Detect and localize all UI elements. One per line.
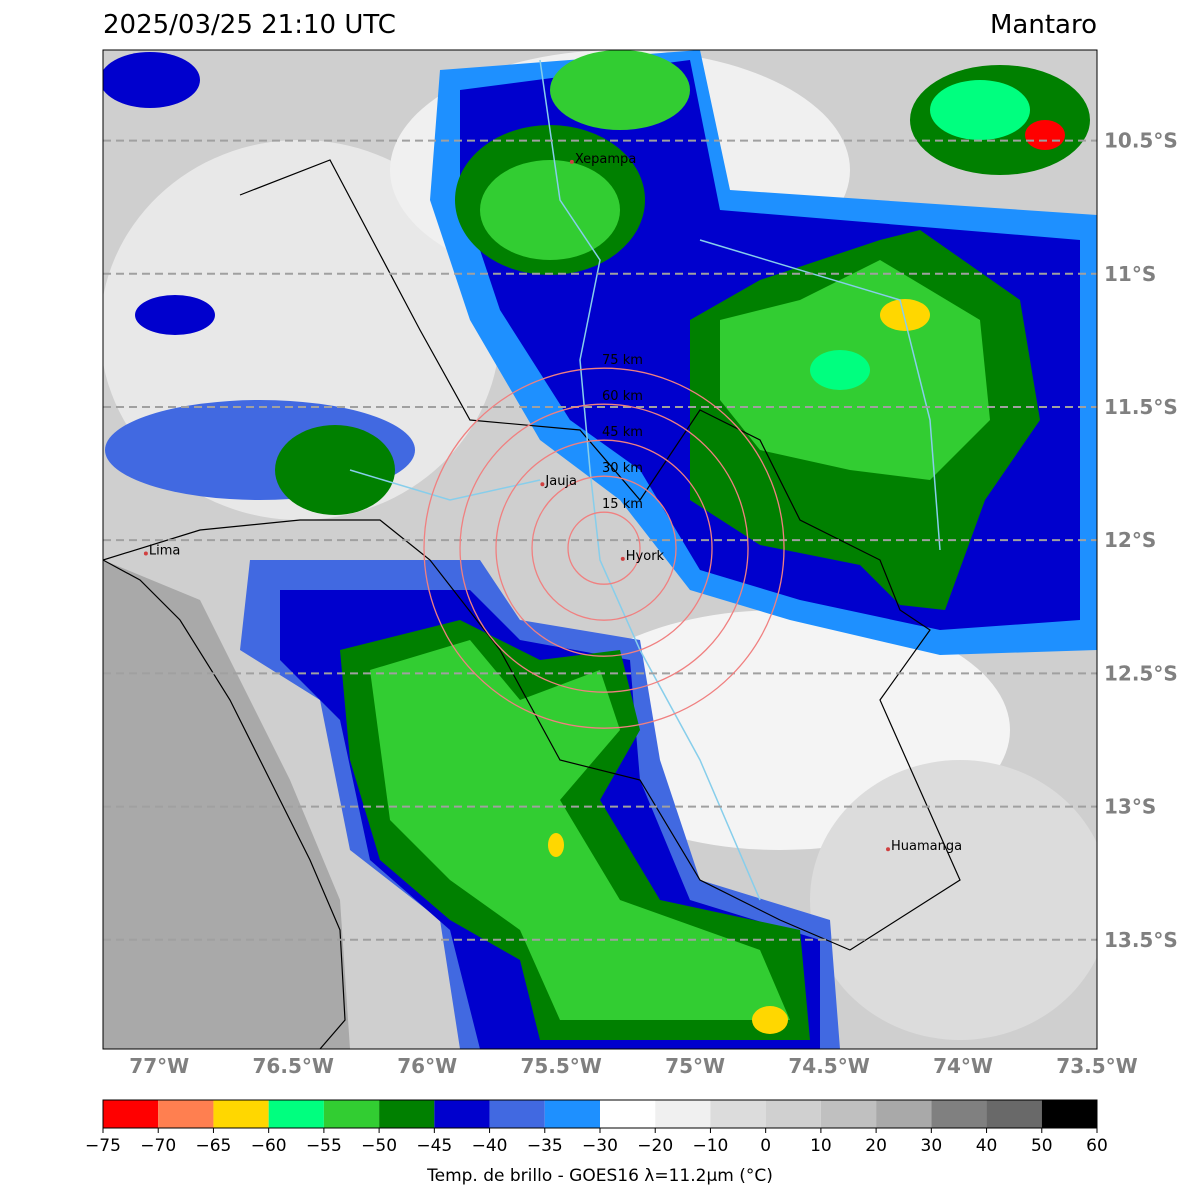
- place-marker: [620, 556, 625, 561]
- place-label: Xepampa: [575, 152, 636, 167]
- colorbar-bin: [158, 1100, 214, 1128]
- range-ring: [459, 403, 749, 693]
- map-frame: [102, 49, 1098, 1050]
- lat-label: 12.5°S: [1104, 661, 1178, 685]
- colorbar-bin: [986, 1100, 1042, 1128]
- place-label: Lima: [149, 543, 180, 558]
- colorbar-tick-label: −45: [416, 1136, 452, 1156]
- range-ring: [567, 511, 641, 585]
- lat-label: 12°S: [1104, 528, 1156, 552]
- colorbar-tick-label: 20: [865, 1136, 887, 1156]
- colorbar-bin: [655, 1100, 711, 1128]
- colorbar-bin: [379, 1100, 435, 1128]
- lat-label: 13°S: [1104, 795, 1156, 819]
- range-ring: [531, 475, 677, 621]
- place-label: Hyork: [626, 549, 665, 564]
- colorbar-tick-label: −65: [195, 1136, 231, 1156]
- place-label: Huamanga: [891, 839, 962, 854]
- colorbar-tick-label: −20: [637, 1136, 673, 1156]
- colorbar-bin: [1041, 1100, 1097, 1128]
- region: Mantaro: [990, 10, 1097, 40]
- colorbar-bin: [489, 1100, 545, 1128]
- colorbar-bin: [820, 1100, 877, 1128]
- lat-label: 11°S: [1104, 262, 1156, 286]
- colorbar-tick-label: −10: [692, 1136, 728, 1156]
- colorbar-tick-label: −75: [85, 1136, 121, 1156]
- colorbar-bin: [323, 1100, 380, 1128]
- lon-label: 75°W: [665, 1054, 725, 1078]
- colorbar-tick-label: −70: [140, 1136, 176, 1156]
- satellite-image: [103, 50, 1097, 1049]
- colorbar-bin: [876, 1100, 932, 1128]
- colorbar-bin: [268, 1100, 324, 1128]
- ring-label: 60 km: [602, 389, 643, 404]
- colorbar-tick-label: −35: [527, 1136, 563, 1156]
- lat-label: 13.5°S: [1104, 928, 1178, 952]
- colorbar-bin: [931, 1100, 987, 1128]
- place-marker: [569, 159, 574, 164]
- colorbar-tick-label: 10: [810, 1136, 832, 1156]
- place-marker: [143, 551, 148, 556]
- place-marker: [540, 482, 545, 487]
- colorbar-bin: [765, 1100, 821, 1128]
- colorbar-tick-label: 50: [1031, 1136, 1053, 1156]
- place-marker: [886, 847, 891, 852]
- colorbar-tick-label: 0: [760, 1136, 771, 1156]
- lon-label: 74.5°W: [788, 1054, 869, 1078]
- colorbar-tick-label: −60: [251, 1136, 287, 1156]
- ring-label: 45 km: [602, 425, 643, 440]
- colorbar-tick-label: 60: [1086, 1136, 1108, 1156]
- range-ring: [423, 367, 785, 729]
- ring-label: 30 km: [602, 461, 643, 476]
- lon-label: 76.5°W: [253, 1054, 334, 1078]
- title: 2025/03/25 21:10 UTC: [103, 10, 396, 40]
- ring-label: 15 km: [602, 497, 643, 512]
- colorbar-tick-label: −55: [306, 1136, 342, 1156]
- colorbar-tick-label: −30: [582, 1136, 618, 1156]
- colorbar-tick-label: −40: [472, 1136, 508, 1156]
- lat-label: 11.5°S: [1104, 395, 1178, 419]
- lon-label: 75.5°W: [520, 1054, 601, 1078]
- ring-label: 75 km: [602, 353, 643, 368]
- lon-label: 76°W: [397, 1054, 457, 1078]
- colorbar-bin: [710, 1100, 766, 1128]
- colorbar-bin: [434, 1100, 490, 1128]
- lon-label: 77°W: [129, 1054, 189, 1078]
- range-ring: [495, 439, 713, 657]
- place-label: Jauja: [544, 474, 577, 489]
- colorbar-bin: [600, 1100, 656, 1128]
- colorbar-bin: [103, 1100, 159, 1128]
- lat-label: 10.5°S: [1104, 129, 1178, 153]
- colorbar-tick-label: 40: [976, 1136, 998, 1156]
- colorbar-label: Temp. de brillo - GOES16 λ=11.2μm (°C): [426, 1166, 773, 1186]
- lon-label: 74°W: [933, 1054, 993, 1078]
- colorbar-tick-label: 30: [921, 1136, 943, 1156]
- colorbar-bin: [213, 1100, 269, 1128]
- colorbar-bin: [544, 1100, 600, 1128]
- lon-label: 73.5°W: [1056, 1054, 1137, 1078]
- colorbar-tick-label: −50: [361, 1136, 397, 1156]
